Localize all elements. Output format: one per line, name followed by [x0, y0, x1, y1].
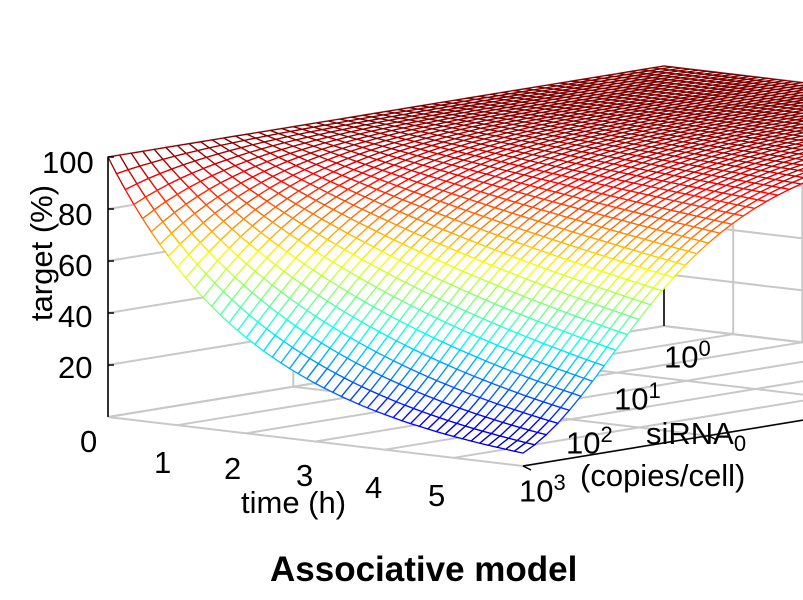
- x-tick-label: 5: [428, 478, 446, 513]
- x-tick-label: 0: [80, 424, 98, 459]
- y-tick-mark: [707, 435, 717, 441]
- y-tick-label: 103: [519, 470, 566, 509]
- z-tick-label: 40: [58, 299, 93, 334]
- z-tick-label: 60: [58, 248, 93, 283]
- x-tick-label: 4: [365, 470, 383, 505]
- x-axis-title: time (h): [241, 485, 347, 520]
- chart-title: Associative model: [270, 550, 578, 589]
- z-tick-label: 80: [58, 197, 93, 232]
- floor-grid-line: [663, 325, 803, 344]
- z-tick-label: 100: [42, 145, 94, 180]
- y-tick-label: 102: [566, 422, 613, 461]
- z-tick-label: 20: [58, 350, 93, 385]
- y-tick-label: 101: [614, 378, 661, 417]
- y-axis-line: [522, 419, 803, 467]
- x-tick-label: 2: [224, 451, 242, 486]
- surface-mesh: [107, 65, 803, 454]
- y-tick-mark: [522, 465, 532, 471]
- floor-grid-line: [453, 399, 803, 459]
- x-tick-label: 1: [154, 445, 172, 480]
- floor-grid-line: [107, 416, 524, 467]
- floor-grid-line: [315, 360, 803, 443]
- axes-layer: [107, 156, 803, 471]
- y-axis-unit: (copies/cell): [580, 458, 746, 493]
- z-axis-title: target (%): [24, 184, 59, 322]
- x-tick-label: 3: [296, 458, 314, 493]
- y-axis-title: siRNA0: [646, 416, 747, 457]
- y-tick-label: 100: [664, 336, 711, 375]
- surface-cell: [512, 441, 537, 454]
